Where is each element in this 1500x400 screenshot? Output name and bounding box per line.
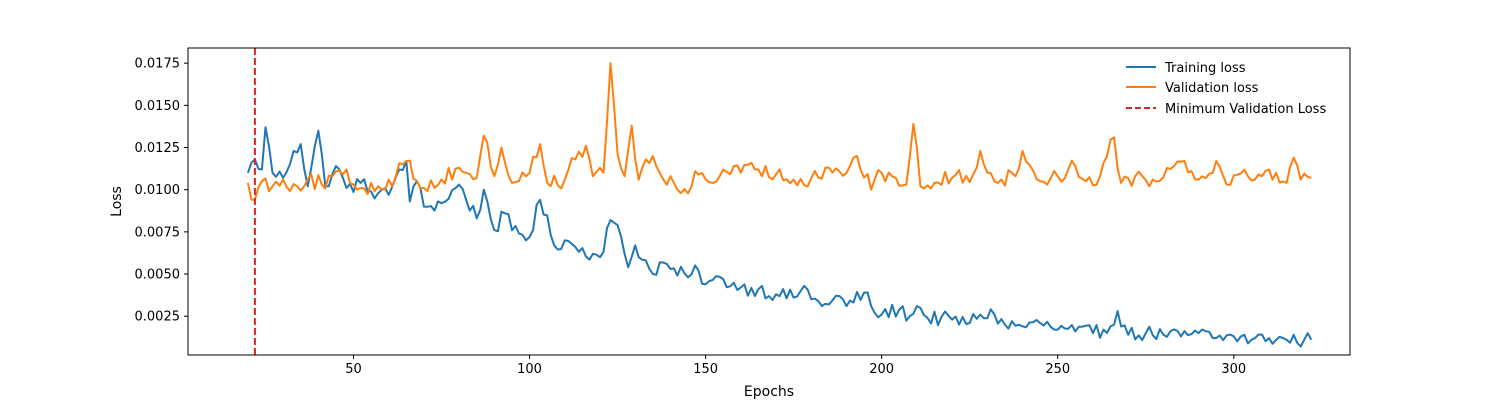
legend-label-minimum-validation-loss: Minimum Validation Loss — [1165, 102, 1326, 117]
x-tick-label: 150 — [693, 362, 718, 377]
y-tick-label: 0.0125 — [135, 141, 181, 156]
validation-loss-line — [246, 62, 1312, 201]
x-tick-label: 100 — [517, 362, 542, 377]
y-tick-label: 0.0150 — [135, 99, 181, 114]
x-axis: 50 100 150 200 250 300 — [345, 355, 1246, 377]
legend: Training loss Validation loss Minimum Va… — [1126, 61, 1326, 117]
plot-area — [246, 48, 1313, 355]
x-tick-label: 50 — [345, 362, 362, 377]
training-loss-line — [246, 126, 1313, 348]
y-tick-label: 0.0100 — [135, 183, 181, 198]
x-tick-label: 300 — [1221, 362, 1246, 377]
x-tick-label: 200 — [869, 362, 894, 377]
x-axis-title: Epochs — [744, 384, 794, 400]
y-tick-label: 0.0075 — [135, 225, 181, 240]
y-axis: 0.0025 0.0050 0.0075 0.0100 0.0125 0.0150 0.01… — [135, 57, 188, 325]
x-tick-label: 250 — [1045, 362, 1070, 377]
legend-label-validation-loss: Validation loss — [1165, 81, 1259, 96]
legend-label-training-loss: Training loss — [1164, 61, 1246, 76]
y-axis-title: Loss — [109, 186, 125, 217]
plot-frame — [187, 47, 1351, 356]
y-tick-label: 0.0050 — [135, 268, 181, 283]
y-tick-label: 0.0175 — [135, 57, 181, 72]
y-tick-label: 0.0025 — [135, 310, 181, 325]
